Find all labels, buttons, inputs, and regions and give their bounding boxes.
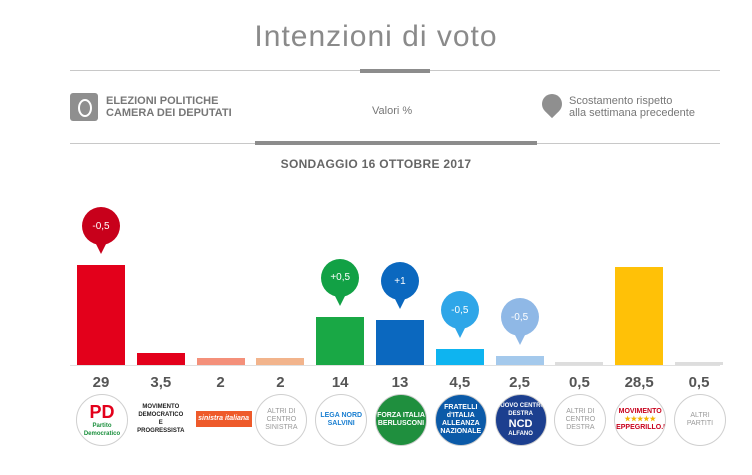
data-label-1: 3,5 (150, 374, 172, 391)
delta-pin-4: +0,5 (321, 258, 360, 306)
data-label-0: 29 (92, 374, 110, 391)
title-accent (360, 69, 430, 73)
mdp-logo-line3: PROGRESSISTA (137, 428, 185, 434)
ballot-box-icon (70, 93, 98, 121)
bar-3 (256, 358, 305, 365)
altri-centro-sinistra-logo: ALTRI DI CENTRO SINISTRA (255, 394, 308, 446)
altri-centro-sinistra-logo-line3: SINISTRA (265, 424, 298, 431)
chart-subtitle: SONDAGGIO 16 OTTOBRE 2017 (280, 157, 472, 171)
delta-pin-7: -0,5 (500, 298, 539, 346)
pd-logo: PD Partito Democratico (76, 394, 128, 446)
fratelli-italia-logo-line1: FRATELLI (444, 404, 478, 411)
data-label-4: 14 (331, 374, 349, 391)
data-label-5: 13 (391, 374, 409, 391)
mdp-logo: MOVIMENTO DEMOCRATICO E PROGRESSISTA (135, 394, 186, 444)
delta-pin-0: -0,5 (82, 207, 120, 254)
altri-centro-sinistra-logo-line2: CENTRO (266, 416, 297, 423)
m5s-logo-line2: ★★★★★ (624, 416, 656, 423)
bar-8 (555, 362, 604, 365)
delta-legend: Scostamento rispetto alla settimana prec… (569, 95, 695, 119)
bar-0 (77, 265, 125, 365)
forza-italia-logo-line2: BERLUSCONI (377, 420, 425, 427)
mdp-logo-text: MOVIMENTO DEMOCRATICO E PROGRESSISTA (136, 403, 186, 435)
fratelli-italia-logo-text: FRATELLI d'ITALIA ALLEANZA NAZIONALE (436, 404, 486, 436)
data-label-9: 28,5 (624, 374, 654, 391)
bar-7 (495, 356, 544, 365)
m5s-logo: MOVIMENTO★★★★★BEPPEGRILLO.IT (614, 394, 667, 446)
data-label-8: 0,5 (568, 374, 590, 391)
altri-centro-sinistra-logo-line1: ALTRI DI (267, 408, 296, 415)
altri-partiti-logo-line1: ALTRI (690, 412, 710, 419)
m5s-logo-text: MOVIMENTO★★★★★BEPPEGRILLO.IT (614, 408, 666, 432)
fratelli-italia-logo-line3: ALLEANZA NAZIONALE (440, 420, 482, 435)
delta-legend-line2: alla settimana precedente (569, 107, 695, 119)
bar-10 (675, 362, 723, 365)
ncd-logo-line2: NCD (508, 418, 533, 430)
mdp-logo-line1: MOVIMENTO (142, 404, 180, 410)
altri-partiti-logo-line2: PARTITI (686, 420, 714, 427)
ncd-logo-line1: NUOVO CENTRO DESTRA (496, 403, 546, 417)
ncd-logo: NUOVO CENTRO DESTRA NCD ALFANO (494, 394, 547, 446)
pd-logo-text: PD Partito Democratico (77, 402, 127, 438)
sinistra-italiana-logo-text: sinistra italiana (198, 415, 249, 423)
data-label-7: 2,5 (509, 374, 531, 391)
fratelli-italia-logo: FRATELLI d'ITALIA ALLEANZA NAZIONALE (434, 394, 487, 446)
pd-logo-line2: Partito Democratico (83, 423, 121, 437)
delta-pin-6: -0,5 (440, 291, 479, 339)
ncd-logo-line3: ALFANO (508, 431, 533, 437)
altri-partiti-logo-text: ALTRI PARTITI (687, 412, 713, 428)
election-type: ELEZIONI POLITICHE CAMERA DEI DEPUTATI (106, 95, 232, 119)
forza-italia-logo: FORZA ITALIA BERLUSCONI (375, 394, 427, 446)
election-type-line2: CAMERA DEI DEPUTATI (106, 107, 232, 119)
lega-nord-logo-line2: SALVINI (327, 420, 355, 427)
altri-centro-destra-logo: ALTRI DI CENTRO DESTRA (554, 394, 607, 446)
bar-9 (615, 266, 664, 365)
bar-2 (196, 358, 245, 365)
lega-nord-logo-text: LEGA NORD SALVINI (320, 412, 362, 428)
m5s-logo-line3: BEPPEGRILLO.IT (614, 424, 666, 431)
altri-partiti-logo: ALTRI PARTITI (674, 394, 726, 446)
altri-centro-sinistra-logo-text: ALTRI DI CENTRO SINISTRA (265, 408, 297, 432)
delta-legend-line1: Scostamento rispetto (569, 95, 673, 107)
data-label-10: 0,5 (688, 374, 710, 391)
altri-centro-destra-logo-line2: CENTRO (565, 416, 596, 423)
data-label-6: 4,5 (449, 374, 471, 391)
fratelli-italia-logo-line2: d'ITALIA (446, 412, 475, 419)
sinistra-italiana-logo-line1: sinistra italiana (198, 415, 250, 422)
chart-baseline (70, 365, 720, 366)
altri-centro-destra-logo-line3: DESTRA (566, 424, 595, 431)
data-label-3: 2 (276, 374, 285, 391)
values-unit: Valori % (372, 105, 413, 117)
pd-logo-line1: PD (89, 402, 115, 422)
bar-6 (435, 349, 484, 365)
bar-5 (376, 320, 424, 365)
data-label-2: 2 (216, 374, 225, 391)
altri-centro-destra-logo-text: ALTRI DI CENTRO DESTRA (566, 408, 596, 432)
election-type-line1: ELEZIONI POLITICHE (106, 95, 219, 107)
page-title: Intenzioni di voto (254, 20, 498, 53)
ncd-logo-text: NUOVO CENTRO DESTRA NCD ALFANO (496, 402, 546, 438)
header-accent (255, 141, 537, 145)
m5s-logo-line1: MOVIMENTO (618, 408, 662, 415)
map-pin-icon (537, 89, 567, 119)
bar-4 (316, 316, 365, 365)
altri-centro-destra-logo-line1: ALTRI DI (566, 408, 595, 415)
forza-italia-logo-text: FORZA ITALIA BERLUSCONI (377, 412, 425, 428)
delta-pin-5: +1 (381, 262, 419, 310)
mdp-logo-line2: DEMOCRATICO E (138, 412, 184, 426)
bar-1 (136, 352, 185, 365)
lega-nord-logo: LEGA NORD SALVINI (315, 394, 368, 446)
forza-italia-logo-line1: FORZA ITALIA (377, 412, 425, 419)
lega-nord-logo-line1: LEGA NORD (320, 412, 363, 419)
sinistra-italiana-logo: sinistra italiana (195, 411, 252, 427)
